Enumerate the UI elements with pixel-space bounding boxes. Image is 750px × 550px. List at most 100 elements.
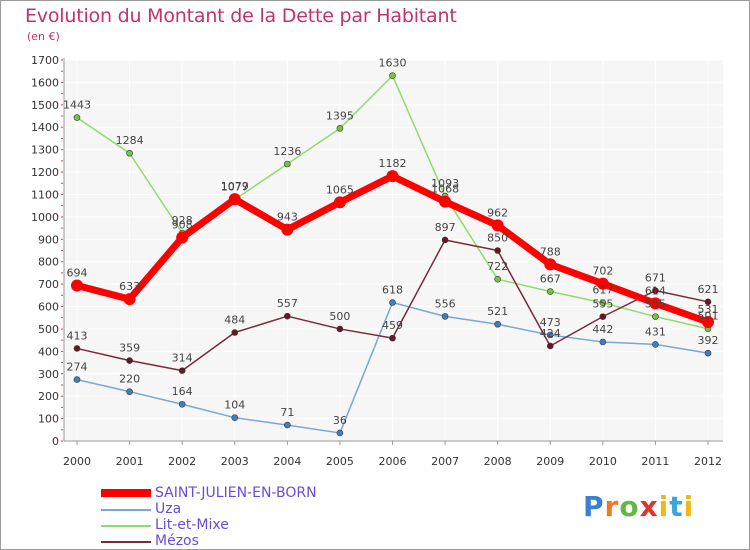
point-uza [73, 376, 81, 383]
point-saint-julien [544, 258, 557, 271]
data-label-mezos: 459 [382, 319, 403, 332]
data-label-lit-et-mixe: 1630 [379, 57, 407, 70]
point-mezos [231, 329, 239, 336]
x-tick-label: 2003 [221, 455, 249, 468]
point-saint-julien [386, 170, 399, 183]
point-mezos [284, 312, 291, 320]
y-tick-label: 100 [38, 413, 59, 426]
point-mezos [336, 325, 344, 333]
x-tick-label: 2012 [694, 455, 722, 468]
point-uza [546, 331, 554, 339]
data-label-saint-julien: 702 [592, 265, 613, 278]
point-uza [652, 341, 659, 348]
chart-title: Evolution du Montant de la Dette par Hab… [25, 5, 457, 27]
point-uza [178, 400, 186, 408]
point-uza [704, 349, 712, 357]
point-lit-et-mixe [546, 288, 554, 295]
y-tick-label: 300 [38, 368, 59, 381]
data-label-uza: 556 [435, 297, 456, 310]
data-label-lit-et-mixe: 501 [698, 310, 719, 323]
y-tick-label: 800 [38, 256, 59, 269]
point-uza [126, 388, 133, 395]
data-label-saint-julien: 1068 [431, 183, 459, 196]
point-lit-et-mixe [652, 313, 659, 320]
point-mezos [389, 334, 396, 342]
y-tick-label: 900 [38, 233, 59, 246]
data-label-mezos: 413 [67, 329, 88, 342]
data-label-mezos: 671 [645, 272, 666, 285]
data-label-saint-julien: 1182 [379, 157, 407, 170]
point-uza [284, 421, 291, 429]
data-label-mezos: 314 [172, 352, 193, 365]
point-lit-et-mixe [599, 299, 607, 307]
x-tick-label: 2008 [484, 455, 512, 468]
data-label-mezos: 555 [592, 298, 613, 311]
x-tick-label: 2009 [536, 455, 564, 468]
y-tick-label: 1500 [31, 99, 59, 112]
data-label-saint-julien: 908 [172, 219, 193, 232]
data-label-lit-et-mixe: 928 [172, 214, 193, 227]
point-mezos [73, 345, 81, 352]
data-label-mezos: 500 [329, 310, 350, 323]
point-saint-julien [649, 297, 662, 310]
data-label-mezos: 484 [224, 314, 245, 327]
point-mezos [546, 342, 554, 350]
x-tick-label: 2004 [273, 455, 301, 468]
data-label-mezos: 557 [277, 297, 298, 310]
point-lit-et-mixe [126, 149, 133, 157]
data-label-uza: 473 [540, 316, 561, 329]
data-label-uza: 442 [592, 323, 613, 336]
point-lit-et-mixe [284, 160, 291, 168]
point-mezos [441, 236, 449, 244]
data-label-uza: 521 [487, 305, 508, 318]
data-label-lit-et-mixe: 667 [540, 273, 561, 286]
legend-swatch-uza [101, 509, 151, 511]
data-label-lit-et-mixe: 1236 [273, 145, 301, 158]
y-tick-label: 1700 [31, 54, 59, 67]
plot-area [64, 60, 723, 441]
point-mezos [652, 287, 659, 294]
legend-label-saint-julien: SAINT-JULIEN-EN-BORN [155, 485, 317, 501]
y-tick-label: 1600 [31, 76, 59, 89]
data-label-uza: 274 [67, 361, 88, 374]
y-tick-label: 0 [52, 435, 59, 448]
data-label-uza: 104 [224, 399, 245, 412]
point-saint-julien [439, 195, 452, 208]
legend-swatch-lit-et-mixe [101, 525, 151, 527]
y-tick-label: 1300 [31, 144, 59, 157]
legend-swatch-saint-julien [101, 489, 151, 497]
data-label-saint-julien: 531 [698, 303, 719, 316]
data-label-lit-et-mixe: 555 [645, 298, 666, 311]
data-label-saint-julien: 1079 [221, 180, 249, 193]
point-mezos [178, 367, 186, 374]
point-saint-julien [123, 293, 136, 306]
point-mezos [704, 298, 712, 306]
x-tick-label: 2011 [641, 455, 669, 468]
point-uza [599, 338, 607, 346]
y-tick-label: 1200 [31, 166, 59, 179]
y-tick-label: 400 [38, 345, 59, 358]
data-label-lit-et-mixe: 1077 [221, 181, 249, 194]
y-tick-label: 200 [38, 390, 59, 403]
x-tick-label: 2001 [116, 455, 144, 468]
legend-label-uza: Uza [155, 501, 182, 517]
point-saint-julien [491, 219, 504, 232]
y-tick-label: 1000 [31, 211, 59, 224]
data-label-uza: 618 [382, 283, 403, 296]
y-tick-label: 1400 [31, 121, 59, 134]
x-tick-label: 2006 [379, 455, 407, 468]
point-saint-julien [333, 196, 346, 209]
data-label-uza: 431 [645, 325, 666, 338]
data-label-uza: 36 [333, 414, 347, 427]
data-label-uza: 71 [280, 406, 294, 419]
legend-label-lit-et-mixe: Lit-et-Mixe [155, 517, 229, 533]
point-lit-et-mixe [73, 114, 81, 121]
data-label-saint-julien: 694 [67, 266, 88, 279]
data-label-lit-et-mixe: 1284 [116, 134, 144, 147]
data-label-lit-et-mixe: 722 [487, 260, 508, 273]
point-mezos [126, 357, 133, 364]
legend-label-mezos: Mézos [155, 533, 199, 549]
point-lit-et-mixe [336, 125, 344, 132]
data-label-lit-et-mixe: 1093 [431, 177, 459, 190]
